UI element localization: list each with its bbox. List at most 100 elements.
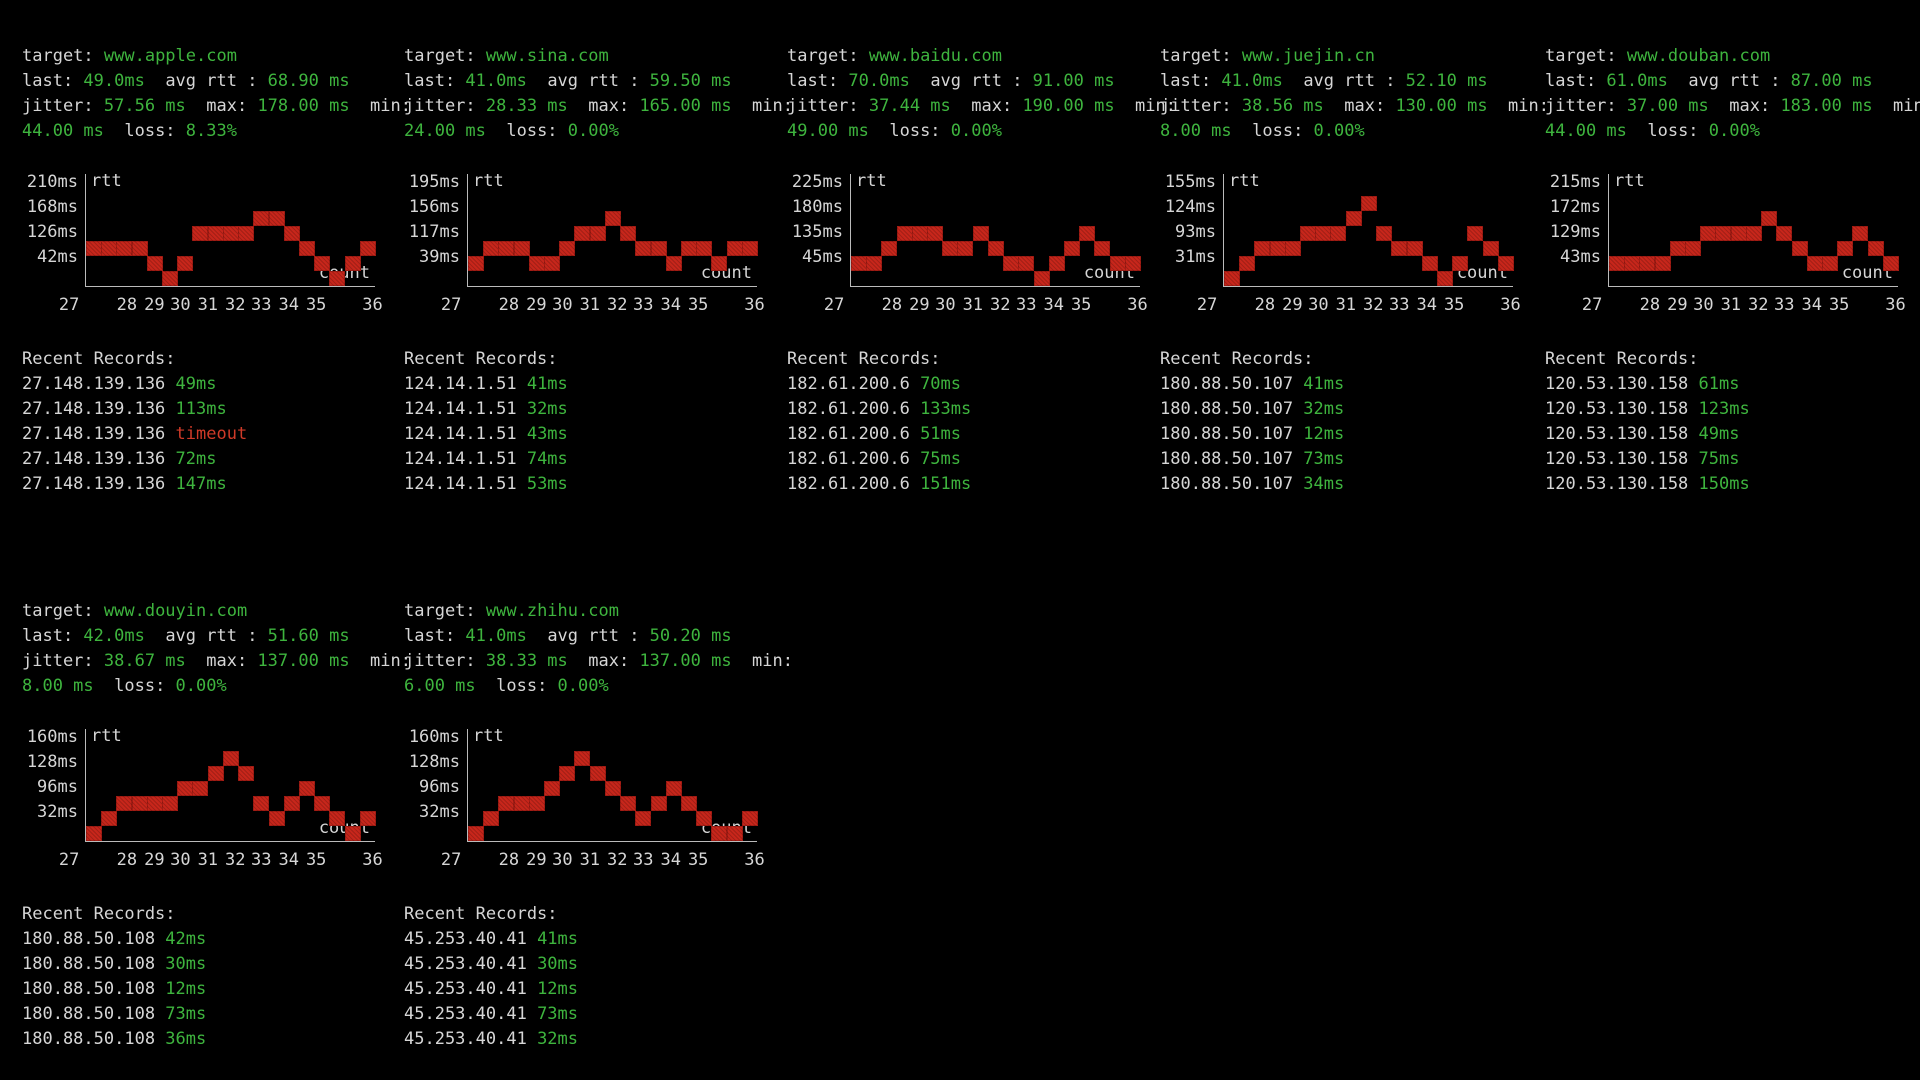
record-ip: 180.88.50.107 <box>1160 374 1304 394</box>
x-axis-tick-labels: 27 28 29 30 31 32 33 34 35 36 <box>1582 293 1906 317</box>
record-latency: 61ms <box>1698 374 1740 394</box>
rtt-block <box>635 811 652 826</box>
min-value: 6.00 ms <box>404 676 476 696</box>
record-latency: 30ms <box>165 954 207 974</box>
rtt-block <box>1391 241 1408 256</box>
rtt-block <box>146 796 163 811</box>
loss-value: 8.33% <box>185 121 237 141</box>
y-axis-tick-labels: 215ms 172ms 129ms 43ms <box>1545 170 1608 287</box>
rtt-block <box>1269 241 1286 256</box>
x-axis-tick-labels: 27 28 29 30 31 32 33 34 35 36 <box>59 848 383 872</box>
monitor-panel-www.apple.com: target: www.apple.com last: 49.0ms avg r… <box>22 44 411 497</box>
rtt-block <box>498 796 515 811</box>
rtt-block <box>665 781 682 796</box>
min-value: 8.00 ms <box>22 676 94 696</box>
rtt-block <box>1624 256 1641 271</box>
record-ip: 124.14.1.51 <box>404 449 527 469</box>
avg-rtt-value: 52.10 ms <box>1405 71 1488 91</box>
max-value: 190.00 ms <box>1022 96 1115 116</box>
x-tick-label: 32 <box>225 295 246 315</box>
records-title: Recent Records: <box>404 349 558 369</box>
records-list: 180.88.50.107 41ms 180.88.50.107 32ms 180.… <box>1160 372 1538 497</box>
x-tick-label: 34 <box>660 295 681 315</box>
records-list: 120.53.130.158 61ms 120.53.130.158 123ms 1… <box>1545 372 1920 497</box>
rtt-chart: 225ms 180ms 135ms 45ms rtt count <box>787 170 1165 287</box>
record-latency: 147ms <box>175 474 227 494</box>
rtt-block <box>268 811 285 826</box>
x-tick-label: 32 <box>990 295 1011 315</box>
target-host: www.zhihu.com <box>485 601 619 621</box>
rtt-block <box>207 766 224 781</box>
rtt-block <box>1109 256 1126 271</box>
rtt-block <box>222 226 239 241</box>
rtt-axis-label: rtt <box>856 171 887 191</box>
rtt-block <box>192 781 209 796</box>
last-value: 41.0ms <box>465 71 527 91</box>
rtt-block <box>620 226 637 241</box>
x-tick-label: 33 <box>1389 295 1410 315</box>
max-value: 130.00 ms <box>1395 96 1488 116</box>
x-tick-label: 36 <box>744 850 765 870</box>
rtt-block <box>283 226 300 241</box>
last-avg-line: last: 49.0ms avg rtt : 68.90 ms <box>22 69 400 94</box>
x-tick-label: 30 <box>1693 295 1714 315</box>
target-line: target: www.apple.com <box>22 44 400 69</box>
rtt-block <box>574 226 591 241</box>
record-latency: 12ms <box>165 979 207 999</box>
record-latency: 75ms <box>920 449 962 469</box>
record-latency: 53ms <box>526 474 568 494</box>
avg-rtt-value: 91.00 ms <box>1032 71 1115 91</box>
x-tick-label: 35 <box>1070 295 1092 315</box>
max-value: 178.00 ms <box>257 96 350 116</box>
record-ip: 45.253.40.41 <box>404 954 538 974</box>
y-tick-label: 96ms <box>419 777 460 797</box>
x-tick-label: 30 <box>935 295 956 315</box>
rtt-block <box>1284 241 1301 256</box>
target-line: target: www.douban.com <box>1545 44 1920 69</box>
rtt-block <box>589 226 606 241</box>
target-label: target: <box>22 46 104 66</box>
x-tick-label: 29 <box>144 850 165 870</box>
avg-rtt-value: 87.00 ms <box>1790 71 1873 91</box>
target-line: target: www.juejin.cn <box>1160 44 1538 69</box>
target-host: www.apple.com <box>103 46 237 66</box>
loss-value: 0.00% <box>1708 121 1760 141</box>
rtt-block <box>1467 226 1484 241</box>
x-axis-tick-labels: 27 28 29 30 31 32 33 34 35 36 <box>441 293 765 317</box>
x-tick-label: 27 <box>58 850 80 870</box>
record-row: 27.148.139.136 49ms <box>22 372 400 397</box>
rtt-block <box>1685 241 1702 256</box>
x-tick-label: 27 <box>440 295 462 315</box>
rtt-block <box>665 256 682 271</box>
record-ip: 120.53.130.158 <box>1545 399 1699 419</box>
record-ip: 180.88.50.107 <box>1160 399 1304 419</box>
record-ip: 180.88.50.107 <box>1160 449 1304 469</box>
loss-value: 0.00% <box>950 121 1002 141</box>
avg-rtt-label: avg rtt : <box>909 71 1033 91</box>
record-row: 182.61.200.6 70ms <box>787 372 1165 397</box>
rtt-axis-label: rtt <box>473 726 504 746</box>
jitter-label: jitter: <box>1160 96 1242 116</box>
jitter-max-line: jitter: 28.33 ms max: 165.00 ms min: <box>404 94 793 119</box>
min-loss-line: 6.00 ms loss: 0.00% <box>404 674 782 699</box>
y-tick-label: 135ms <box>791 222 843 242</box>
y-tick-label: 180ms <box>791 197 843 217</box>
x-tick-label: 31 <box>197 295 219 315</box>
target-host: www.sina.com <box>485 46 609 66</box>
target-host: www.baidu.com <box>868 46 1002 66</box>
last-label: last: <box>1545 71 1607 91</box>
y-tick-label: 31ms <box>1175 247 1216 267</box>
record-latency: 32ms <box>1303 399 1345 419</box>
jitter-label: jitter: <box>1545 96 1627 116</box>
y-tick-label: 168ms <box>26 197 78 217</box>
records-list: 182.61.200.6 70ms 182.61.200.6 133ms 182.6… <box>787 372 1165 497</box>
record-row: 180.88.50.108 73ms <box>22 1002 400 1027</box>
last-avg-line: last: 61.0ms avg rtt : 87.00 ms <box>1545 69 1920 94</box>
rtt-block <box>329 811 346 826</box>
rtt-block <box>1079 226 1096 241</box>
rtt-block <box>1315 226 1332 241</box>
min-value: 24.00 ms <box>404 121 486 141</box>
rtt-block <box>1124 256 1141 271</box>
record-ip: 124.14.1.51 <box>404 399 527 419</box>
rtt-chart: 195ms 156ms 117ms 39ms rtt count <box>404 170 782 287</box>
